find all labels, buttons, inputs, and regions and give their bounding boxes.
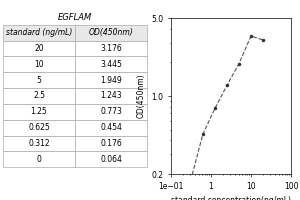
Y-axis label: OD(450nm): OD(450nm) xyxy=(137,74,146,118)
X-axis label: standard concentration(ng/mL): standard concentration(ng/mL) xyxy=(171,196,291,200)
Text: EGFLAM: EGFLAM xyxy=(58,13,92,22)
